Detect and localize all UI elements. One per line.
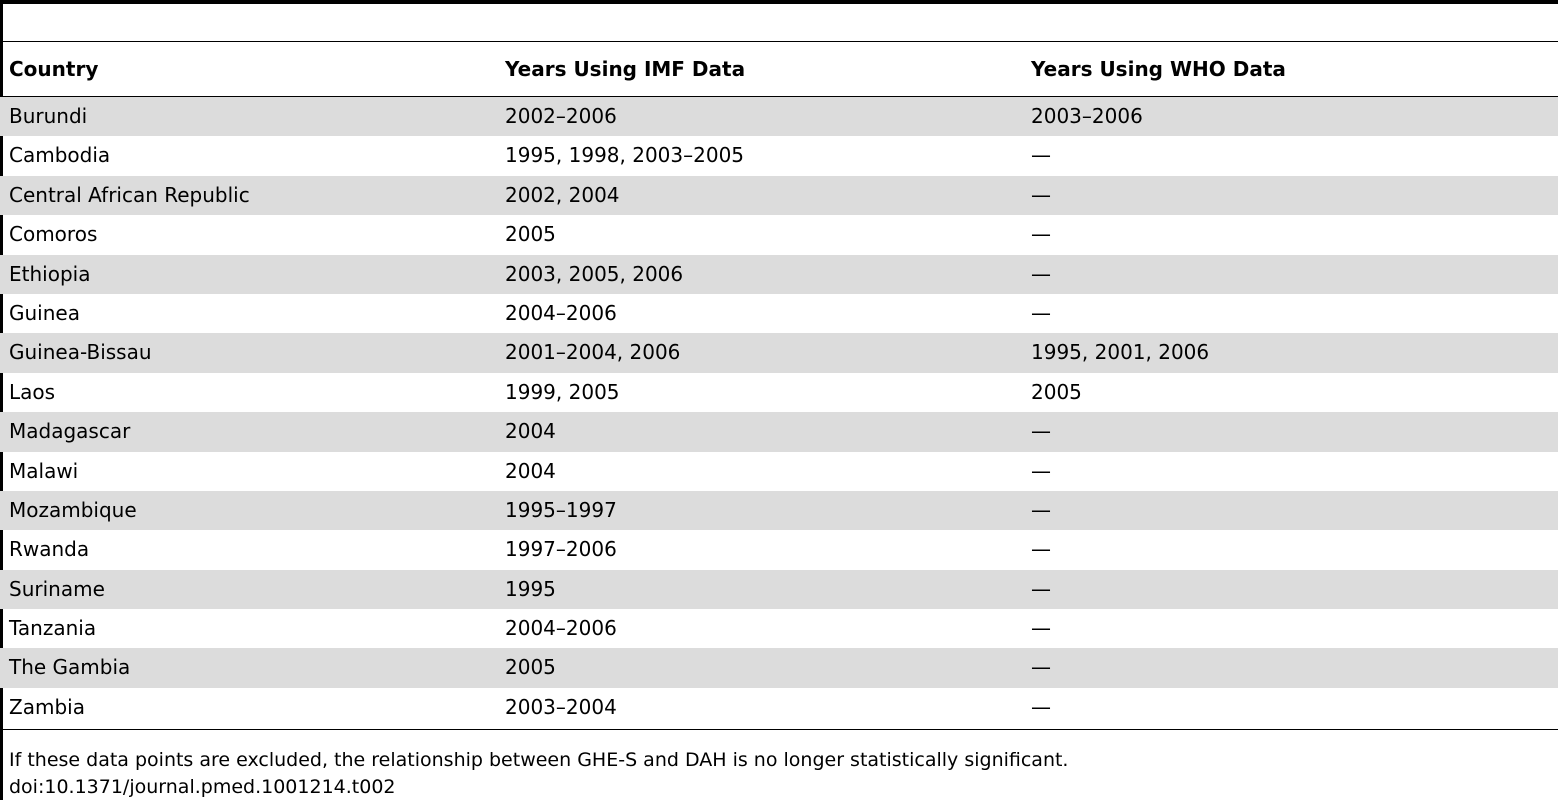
- cell-who-years: —: [1031, 497, 1051, 522]
- cell-who-years: —: [1031, 222, 1051, 247]
- cell-who-years: —: [1031, 300, 1051, 325]
- table-row: Rwanda 1997–2006 —: [0, 530, 1558, 569]
- header-bottom-rule: [0, 96, 1558, 97]
- table-row: Laos 1999, 2005 2005: [0, 373, 1558, 412]
- cell-imf-years: 1995: [505, 576, 556, 601]
- cell-country: Suriname: [9, 576, 105, 601]
- cell-who-years: —: [1031, 458, 1051, 483]
- cell-who-years: —: [1031, 261, 1051, 286]
- cell-imf-years: 1999, 2005: [505, 379, 620, 404]
- table-row: Mozambique 1995–1997 —: [0, 490, 1558, 531]
- cell-country: The Gambia: [9, 655, 131, 680]
- cell-who-years: —: [1031, 537, 1051, 562]
- table-footnote: If these data points are excluded, the r…: [9, 749, 1069, 771]
- cell-country: Ethiopia: [9, 261, 91, 286]
- table-bottom-rule: [0, 729, 1558, 730]
- cell-country: Guinea-Bissau: [9, 340, 152, 365]
- table-row: Suriname 1995 —: [0, 569, 1558, 610]
- cell-who-years: —: [1031, 655, 1051, 680]
- table-row: The Gambia 2005 —: [0, 648, 1558, 688]
- cell-imf-years: 2002, 2004: [505, 182, 620, 207]
- table-row: Madagascar 2004 —: [0, 412, 1558, 452]
- table-row: Comoros 2005 —: [0, 215, 1558, 254]
- cell-country: Comoros: [9, 222, 98, 247]
- table-header: Country Years Using IMF Data Years Using…: [0, 42, 1558, 96]
- cell-country: Zambia: [9, 694, 85, 719]
- cell-country: Central African Republic: [9, 182, 250, 207]
- cell-country: Rwanda: [9, 537, 90, 562]
- cell-who-years: —: [1031, 616, 1051, 641]
- cell-country: Burundi: [9, 104, 88, 128]
- table-row: Guinea 2004–2006 —: [0, 294, 1558, 333]
- cell-who-years: 2005: [1031, 379, 1082, 404]
- cell-imf-years: 2001–2004, 2006: [505, 340, 681, 365]
- header-imf-years: Years Using IMF Data: [505, 57, 746, 81]
- cell-who-years: —: [1031, 143, 1051, 168]
- table-row: Cambodia 1995, 1998, 2003–2005 —: [0, 136, 1558, 175]
- cell-who-years: —: [1031, 576, 1051, 601]
- table-row: Central African Republic 2002, 2004 —: [0, 175, 1558, 216]
- table-row: Tanzania 2004–2006 —: [0, 609, 1558, 648]
- cell-country: Tanzania: [9, 616, 97, 641]
- cell-imf-years: 1995–1997: [505, 497, 617, 522]
- cell-country: Madagascar: [9, 419, 131, 444]
- table-body: Burundi 2002–2006 2003–2006 Cambodia 1995, 1…: [0, 97, 1558, 727]
- cell-who-years: —: [1031, 182, 1051, 207]
- cell-imf-years: 1997–2006: [505, 537, 617, 562]
- header-who-years: Years Using WHO Data: [1031, 57, 1286, 81]
- cell-who-years: 2003–2006: [1031, 104, 1143, 128]
- header-country: Country: [9, 57, 99, 81]
- cell-country: Laos: [9, 379, 56, 404]
- table-row: Ethiopia 2003, 2005, 2006 —: [0, 254, 1558, 294]
- left-border: [0, 0, 3, 800]
- cell-imf-years: 2005: [505, 655, 556, 680]
- table-row: Malawi 2004 —: [0, 452, 1558, 491]
- cell-imf-years: 2003–2004: [505, 694, 617, 719]
- table-row: Zambia 2003–2004 —: [0, 688, 1558, 727]
- cell-who-years: —: [1031, 694, 1051, 719]
- cell-country: Mozambique: [9, 497, 137, 522]
- cell-country: Guinea: [9, 300, 80, 325]
- top-border: [0, 0, 1558, 4]
- cell-imf-years: 1995, 1998, 2003–2005: [505, 143, 745, 168]
- cell-who-years: —: [1031, 419, 1051, 444]
- cell-imf-years: 2005: [505, 222, 556, 247]
- table-row: Guinea-Bissau 2001–2004, 2006 1995, 2001, …: [0, 333, 1558, 373]
- cell-who-years: 1995, 2001, 2006: [1031, 340, 1210, 365]
- table-doi: doi:10.1371/journal.pmed.1001214.t002: [9, 776, 396, 798]
- cell-imf-years: 2003, 2005, 2006: [505, 261, 684, 286]
- table-row: Burundi 2002–2006 2003–2006: [0, 97, 1558, 137]
- cell-imf-years: 2004: [505, 419, 556, 444]
- cell-country: Cambodia: [9, 143, 111, 168]
- cell-imf-years: 2004: [505, 458, 556, 483]
- header-top-rule: [0, 41, 1558, 42]
- cell-imf-years: 2004–2006: [505, 616, 617, 641]
- cell-imf-years: 2002–2006: [505, 104, 617, 128]
- cell-imf-years: 2004–2006: [505, 300, 617, 325]
- cell-country: Malawi: [9, 458, 79, 483]
